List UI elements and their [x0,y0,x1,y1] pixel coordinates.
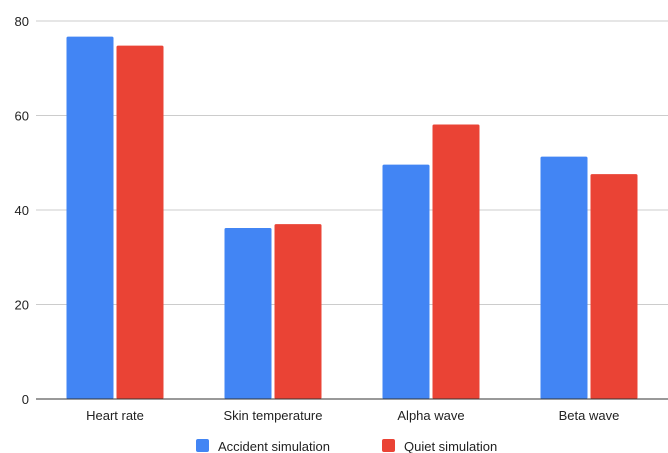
bar-skin-temperature-accident-simulation [224,227,272,399]
x-tick-label: Beta wave [559,408,620,423]
bar-heart-rate-quiet-simulation [116,45,164,399]
bar-beta-wave-quiet-simulation [590,174,638,399]
legend: Accident simulation Quiet simulation [196,439,497,453]
legend-swatch [196,439,209,452]
x-tick-label: Skin temperature [224,408,323,423]
bar-beta-wave-accident-simulation [540,156,588,399]
y-axis-ticks: 0 20 40 60 80 [15,14,29,407]
x-tick-label: Alpha wave [397,408,464,423]
y-tick-label: 40 [15,203,29,218]
y-tick-label: 80 [15,14,29,29]
legend-label: Accident simulation [218,439,330,453]
bar-skin-temperature-quiet-simulation [274,224,322,399]
bar-alpha-wave-quiet-simulation [432,124,480,399]
bars [66,36,638,399]
y-tick-label: 60 [15,109,29,124]
bar-alpha-wave-accident-simulation [382,164,430,399]
y-tick-label: 20 [15,298,29,313]
legend-label: Quiet simulation [404,439,497,453]
legend-swatch [382,439,395,452]
x-tick-label: Heart rate [86,408,144,423]
y-tick-label: 0 [22,392,29,407]
x-axis-ticks: Heart rate Skin temperature Alpha wave Beta… [86,408,619,423]
bar-heart-rate-accident-simulation [66,36,114,399]
